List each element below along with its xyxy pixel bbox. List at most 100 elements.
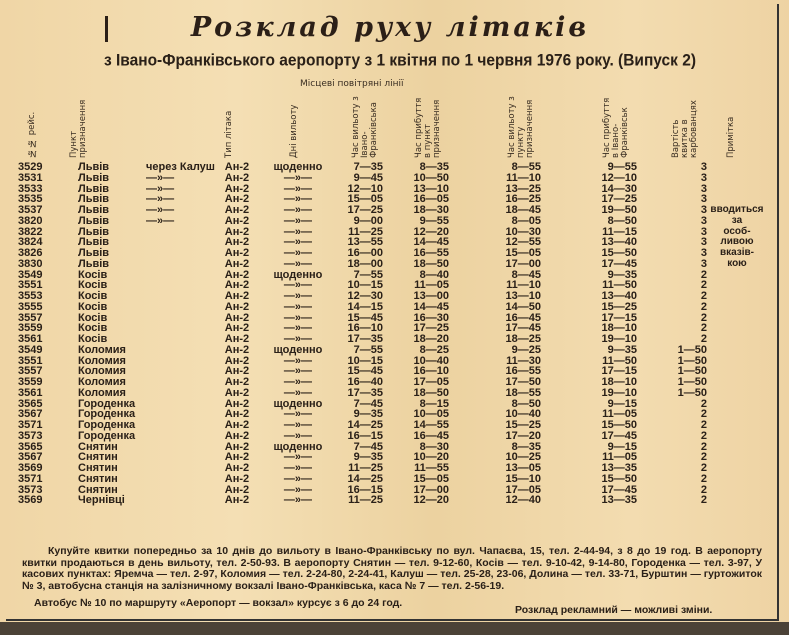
cell-price: 3 xyxy=(700,193,707,206)
page-title: Розклад руху літаків xyxy=(105,12,670,43)
cell-flight-number: 3531 xyxy=(18,171,43,184)
header-price: Вартість квитка в карбованцях xyxy=(671,100,699,158)
table-row: 3565 Городенка Ан-2 щоденно 7—45 8—15 8—50 9—15… xyxy=(18,397,767,410)
cell-arrival-time: 17—25 xyxy=(413,322,449,335)
cell-via: —»— xyxy=(146,193,175,206)
cell-aircraft-type: Ан-2 xyxy=(224,419,250,431)
cell-return-arrival-time: 15—50 xyxy=(601,247,637,259)
cell-days: —»— xyxy=(283,257,313,270)
table-row: 3559 Коломия Ан-2 —»— 16—40 17—05 17—50 18—10 1—… xyxy=(18,377,767,388)
table-row: 3571 Снятин Ан-2 —»— 14—25 15—05 15—10 15—50 2 xyxy=(18,472,767,485)
cell-return-departure-time: 10—30 xyxy=(505,225,541,238)
table-row: 3549 Коломия Ан-2 щоденно 7—55 8—25 9—25 9—35 1—… xyxy=(18,343,767,356)
cell-return-departure-time: 14—50 xyxy=(505,300,541,313)
table-row: 3535 Львів —»— Ан-2 —»— 15—05 16—05 16—25 17—25 3 xyxy=(18,194,767,205)
cell-departure-time: 13—55 xyxy=(347,236,383,249)
table-row: 3553 Косів Ан-2 —»— 12—30 13—00 13—10 13—40 2 xyxy=(18,291,767,302)
cell-destination: Львів xyxy=(78,171,110,184)
ticket-info: Купуйте квитки попередньо за 10 днів до … xyxy=(22,545,762,592)
cell-days: —»— xyxy=(283,247,313,259)
cell-departure-time: 15—05 xyxy=(347,193,383,206)
cell-departure-time: 11—25 xyxy=(348,225,383,238)
cell-days: —»— xyxy=(283,171,313,184)
cell-days: —»— xyxy=(283,214,313,227)
cell-note xyxy=(707,313,767,324)
table-row: 3573 Городенка Ан-2 —»— 16—15 16—45 17—20 17—45… xyxy=(18,429,767,442)
cell-return-arrival-time: 15—25 xyxy=(601,300,637,313)
cell-return-arrival-time: 17—15 xyxy=(601,365,637,378)
cell-aircraft-type: Ан-2 xyxy=(224,204,250,216)
cell-departure-time: 7—55 xyxy=(353,343,383,356)
cell-departure-time: 7—45 xyxy=(353,397,383,410)
cell-note: ливою xyxy=(720,236,754,248)
cell-note xyxy=(707,162,767,173)
header-flight-number: №№ рейс. xyxy=(27,111,37,158)
cell-departure-time: 14—25 xyxy=(347,419,383,431)
cell-days: —»— xyxy=(283,408,313,421)
cell-arrival-time: 10—50 xyxy=(413,171,449,184)
cell-destination: Львів xyxy=(78,257,110,270)
cell-destination: Чернівці xyxy=(78,494,125,507)
cell-via xyxy=(146,377,215,388)
cell-via xyxy=(146,313,215,324)
cell-via: —»— xyxy=(146,182,175,195)
cell-return-departure-time: 10—25 xyxy=(505,451,541,464)
cell-flight-number: 3533 xyxy=(18,182,43,195)
cell-return-arrival-time: 18—10 xyxy=(601,376,637,388)
cell-return-arrival-time: 11—50 xyxy=(602,279,637,292)
cell-arrival-time: 18—50 xyxy=(413,386,449,399)
cell-note: кою xyxy=(727,257,747,269)
cell-destination: Косів xyxy=(78,300,108,313)
cell-arrival-time: 12—20 xyxy=(413,494,449,507)
cell-via xyxy=(146,463,215,474)
table-row: 3529 Львів через Калуш Ан-2 щоденно 7—35 8—35 8… xyxy=(18,162,767,173)
cell-arrival-time: 15—05 xyxy=(413,472,449,485)
cell-note xyxy=(707,442,767,453)
cell-aircraft-type: Ан-2 xyxy=(224,462,250,474)
header-arrival-dest: Час прибуття в пункт призначення xyxy=(414,97,442,158)
cell-flight-number: 3824 xyxy=(18,236,43,249)
table-row: 3557 Косів Ан-2 —»— 15—45 16—30 16—45 17—15 2 xyxy=(18,311,767,324)
cell-flight-number: 3830 xyxy=(18,257,43,270)
cell-via xyxy=(146,323,215,334)
cell-via xyxy=(146,431,215,442)
cell-arrival-time: 16—30 xyxy=(413,311,449,324)
cell-return-departure-time: 18—55 xyxy=(505,386,541,399)
cell-departure-time: 12—30 xyxy=(347,290,383,302)
cell-via: —»— xyxy=(146,204,175,216)
cell-destination: Львів xyxy=(78,193,110,206)
cell-departure-time: 14—15 xyxy=(347,300,383,313)
cell-return-departure-time: 15—05 xyxy=(505,247,541,259)
cell-destination: Снятин xyxy=(78,483,118,496)
cell-note xyxy=(707,345,767,356)
cell-via xyxy=(146,366,215,377)
cell-return-arrival-time: 19—50 xyxy=(601,204,637,216)
cell-note xyxy=(707,399,767,410)
table-row: 3551 Косів Ан-2 —»— 10—15 11—05 11—10 11—50 2 xyxy=(18,280,767,291)
cell-days: —»— xyxy=(283,462,313,474)
cell-destination: Львів xyxy=(78,161,110,173)
cell-destination: Львів xyxy=(78,182,110,195)
cell-aircraft-type: Ан-2 xyxy=(224,333,250,345)
cell-return-departure-time: 13—10 xyxy=(505,290,541,302)
header-aircraft-type: Тип літака xyxy=(224,110,234,158)
cell-via xyxy=(146,485,215,496)
cell-aircraft-type: Ан-2 xyxy=(224,376,250,388)
header-departure-dest: Час вильоту з пункту призначення xyxy=(507,96,535,158)
cell-price: 3 xyxy=(700,225,707,238)
cell-days: —»— xyxy=(283,451,313,464)
cell-return-arrival-time: 11—50 xyxy=(602,354,637,367)
cell-price: 1—50 xyxy=(677,386,707,399)
cell-departure-time: 16—00 xyxy=(347,247,383,259)
cell-arrival-time: 12—20 xyxy=(413,225,449,238)
cell-price: 2 xyxy=(700,440,707,453)
table-row: 3561 Косів Ан-2 —»— 17—35 18—20 18—25 19—10 2 xyxy=(18,334,767,345)
cell-destination: Снятин xyxy=(78,462,118,474)
cell-flight-number: 3567 xyxy=(18,408,43,421)
cell-note xyxy=(707,366,767,377)
cell-flight-number: 3529 xyxy=(18,161,43,173)
table-row: 3820 Львів —»— Ан-2 —»— 9—00 9—55 8—05 8—50 3 за xyxy=(18,214,767,227)
cell-return-departure-time: 17—20 xyxy=(505,429,541,442)
cell-destination: Снятин xyxy=(78,451,118,464)
cell-return-arrival-time: 9—15 xyxy=(607,397,637,410)
